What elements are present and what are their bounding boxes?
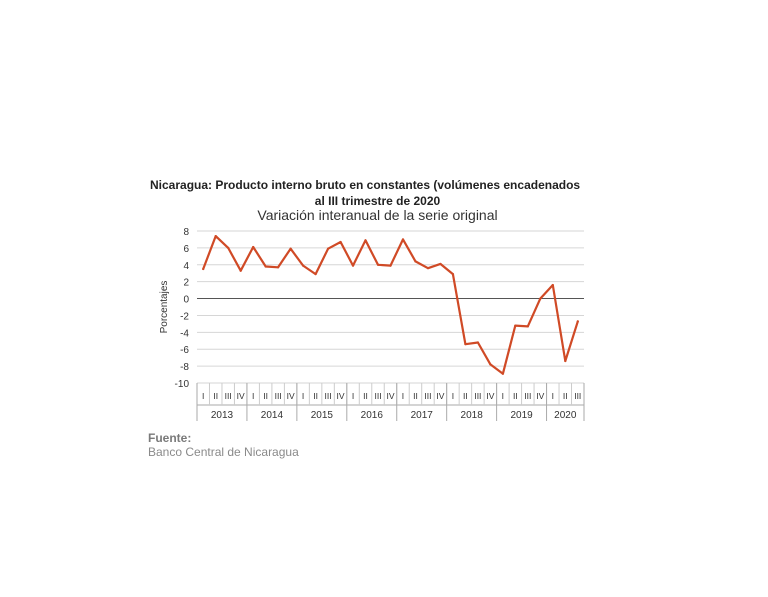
x-quarter-label: II	[363, 391, 368, 401]
y-tick-label: 0	[183, 295, 189, 306]
x-quarter-label: III	[225, 391, 232, 401]
x-year-label: 2016	[361, 410, 384, 421]
chart-subtitle: Variación interanual de la serie origina…	[257, 207, 498, 223]
x-quarter-label: IV	[536, 391, 544, 401]
data-point	[526, 325, 529, 328]
source-label: Fuente:	[148, 431, 192, 445]
data-point	[264, 265, 267, 268]
x-year-label: 2017	[411, 410, 434, 421]
data-point	[252, 245, 255, 249]
data-point	[339, 240, 342, 244]
data-point	[551, 283, 554, 287]
x-quarter-label: III	[325, 391, 332, 401]
x-quarter-label: II	[213, 391, 218, 401]
x-quarter-label: II	[563, 391, 568, 401]
x-quarter-label: III	[275, 391, 282, 401]
y-tick-label: -4	[180, 328, 189, 339]
x-year-label: 2018	[461, 410, 484, 421]
data-point	[314, 272, 317, 276]
x-quarter-label: III	[574, 391, 581, 401]
x-quarter-label: I	[352, 391, 354, 401]
x-quarter-label: I	[452, 391, 454, 401]
data-point	[451, 272, 455, 276]
y-tick-label: 8	[183, 227, 189, 238]
x-quarter-label: III	[424, 391, 431, 401]
x-year-label: 2015	[311, 410, 334, 421]
x-quarter-label: III	[524, 391, 531, 401]
y-tick-label: 4	[183, 261, 189, 272]
x-quarter-label: I	[502, 391, 504, 401]
x-year-label: 2013	[211, 410, 234, 421]
x-quarter-label: IV	[436, 391, 444, 401]
data-point	[501, 372, 504, 375]
x-quarter-label: IV	[386, 391, 394, 401]
y-tick-label: -2	[180, 311, 189, 322]
source-text: Banco Central de Nicaragua	[148, 445, 299, 459]
y-tick-label: -6	[180, 345, 189, 356]
data-point	[351, 264, 355, 267]
x-quarter-label: IV	[337, 391, 345, 401]
x-quarter-label: I	[552, 391, 554, 401]
data-point	[389, 264, 392, 267]
x-quarter-label: I	[302, 391, 304, 401]
data-point	[414, 260, 417, 263]
data-point	[214, 234, 217, 238]
y-tick-label: -8	[180, 362, 189, 373]
data-point	[326, 247, 330, 250]
data-point	[439, 262, 442, 266]
x-year-label: 2014	[261, 410, 284, 421]
x-quarter-label: II	[313, 391, 318, 401]
data-point	[239, 269, 242, 272]
x-quarter-label: II	[413, 391, 418, 401]
chart-title: Nicaragua: Producto interno bruto en con…	[150, 178, 581, 192]
chart-title-line2: al III trimestre de 2020	[314, 194, 441, 208]
data-point	[564, 359, 567, 363]
data-point	[426, 267, 430, 270]
data-point	[514, 324, 517, 327]
data-point	[476, 341, 479, 344]
data-point	[576, 320, 579, 323]
x-quarter-label: I	[402, 391, 404, 401]
x-quarter-label: III	[374, 391, 381, 401]
data-point	[302, 264, 305, 267]
x-quarter-label: I	[252, 391, 254, 401]
x-quarter-label: III	[474, 391, 481, 401]
x-quarter-label: II	[263, 391, 268, 401]
data-point	[489, 363, 492, 366]
data-point	[227, 246, 230, 249]
data-point	[202, 267, 205, 271]
data-point	[289, 247, 292, 250]
x-quarter-label: II	[513, 391, 518, 401]
x-quarter-label: IV	[287, 391, 295, 401]
data-point	[376, 263, 380, 266]
x-year-label: 2019	[510, 410, 533, 421]
series-line	[202, 235, 579, 375]
x-year-label: 2020	[554, 410, 577, 421]
x-quarter-label: IV	[486, 391, 494, 401]
data-point	[364, 239, 367, 242]
x-quarter-label: II	[463, 391, 468, 401]
y-tick-label: 6	[183, 244, 189, 255]
y-tick-label: 2	[183, 278, 189, 289]
data-point	[277, 266, 280, 269]
data-point	[539, 297, 542, 300]
x-quarter-label: IV	[237, 391, 245, 401]
y-axis-label: Porcentajes	[159, 281, 170, 334]
x-quarter-label: I	[202, 391, 204, 401]
data-point	[401, 238, 405, 241]
data-point	[464, 343, 467, 346]
y-tick-label: -10	[175, 379, 190, 390]
